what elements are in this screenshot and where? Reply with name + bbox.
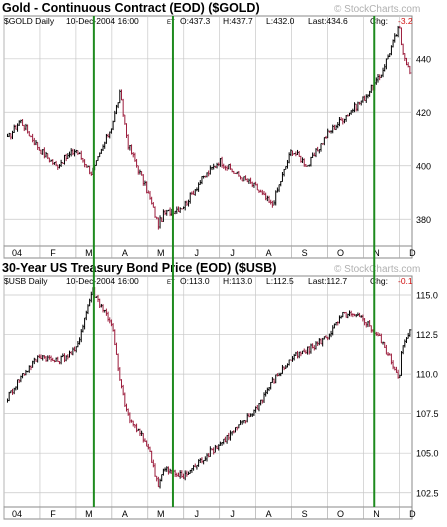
month-axis-strip <box>3 245 413 259</box>
month-label: A <box>122 248 128 258</box>
bond-info-low: L:112.5 <box>266 276 294 286</box>
month-label: M <box>157 248 165 258</box>
month-label: M <box>85 509 93 519</box>
plot-frame <box>3 275 413 508</box>
month-label: D <box>409 248 416 258</box>
plot-frame <box>3 15 413 247</box>
gold-plot-area: 380 400 420 440 04 F M A M J J A S O N D <box>3 15 431 259</box>
y-tick-label: 105.0 <box>416 449 439 459</box>
month-label: J <box>230 248 235 258</box>
y-tick-label: 115.0 <box>416 290 438 300</box>
gold-info-chg-value: -3.2 <box>398 16 413 26</box>
gold-panel-title: Gold - Continuous Contract (EOD) ($GOLD) <box>2 1 260 15</box>
bond-info-last: Last:112.7 <box>308 276 347 286</box>
month-label: 04 <box>12 509 22 519</box>
bond-info-line: $USB Daily 10-Dec-2004 16:00 ET O:113.0 … <box>4 276 413 286</box>
month-axis-strip <box>3 506 413 520</box>
y-tick-label: 400 <box>416 161 431 171</box>
bond-watermark: © StockCharts.com <box>334 264 420 275</box>
gold-info-chg-label: Chg: <box>370 16 388 26</box>
month-label: O <box>337 509 344 519</box>
y-tick-label: 112.5 <box>416 330 438 340</box>
gold-info-line: $GOLD Daily 10-Dec-2004 16:00 ET O:437.3… <box>4 16 413 26</box>
month-label: J <box>194 509 199 519</box>
month-label: J <box>194 248 199 258</box>
gold-info-date: 10-Dec-2004 16:00 <box>66 16 139 26</box>
gold-info-open: O:437.3 <box>180 16 211 26</box>
month-label: J <box>230 509 235 519</box>
gold-info-last: Last:434.6 <box>308 16 348 26</box>
month-label: M <box>157 509 165 519</box>
month-label: D <box>409 509 416 519</box>
bond-info-chg-label: Chg: <box>370 276 388 286</box>
y-tick-label: 440 <box>416 54 431 64</box>
gold-info-symbol: $GOLD Daily <box>4 16 55 26</box>
month-label: N <box>373 248 380 258</box>
bond-info-chg-value: -0.1 <box>398 276 413 286</box>
month-label: A <box>266 248 272 258</box>
bond-panel-title: 30-Year US Treasury Bond Price (EOD) ($U… <box>2 261 276 275</box>
bond-plot-area: 102.5 105.0 107.5 110.0 112.5 115.0 04 F M A M J J A S… <box>3 275 439 520</box>
month-label: S <box>302 509 308 519</box>
gold-info-low: L:432.0 <box>266 16 295 26</box>
month-label: A <box>266 509 272 519</box>
y-tick-label: 380 <box>416 215 431 225</box>
month-label: M <box>85 248 93 258</box>
bond-info-open: O:113.0 <box>180 276 210 286</box>
gold-info-high: H:437.7 <box>223 16 253 26</box>
gold-info-tz: ET <box>167 20 175 26</box>
bond-info-high: H:113.0 <box>223 276 252 286</box>
y-tick-label: 420 <box>416 108 431 118</box>
month-label: N <box>373 509 380 519</box>
bond-info-tz: ET <box>167 280 175 286</box>
y-tick-label: 110.0 <box>416 370 438 380</box>
gold-watermark: © StockCharts.com <box>334 4 420 15</box>
vertical-markers <box>92 16 376 507</box>
y-tick-label: 107.5 <box>416 409 439 419</box>
month-label: A <box>122 509 128 519</box>
month-label: F <box>50 248 56 258</box>
month-label: S <box>302 248 308 258</box>
bond-info-date: 10-Dec-2004 16:00 <box>66 276 139 286</box>
y-tick-label: 102.5 <box>416 488 439 498</box>
bond-info-symbol: $USB Daily <box>4 276 48 286</box>
month-label: O <box>337 248 344 258</box>
month-label: F <box>50 509 56 519</box>
month-label: 04 <box>12 248 22 258</box>
